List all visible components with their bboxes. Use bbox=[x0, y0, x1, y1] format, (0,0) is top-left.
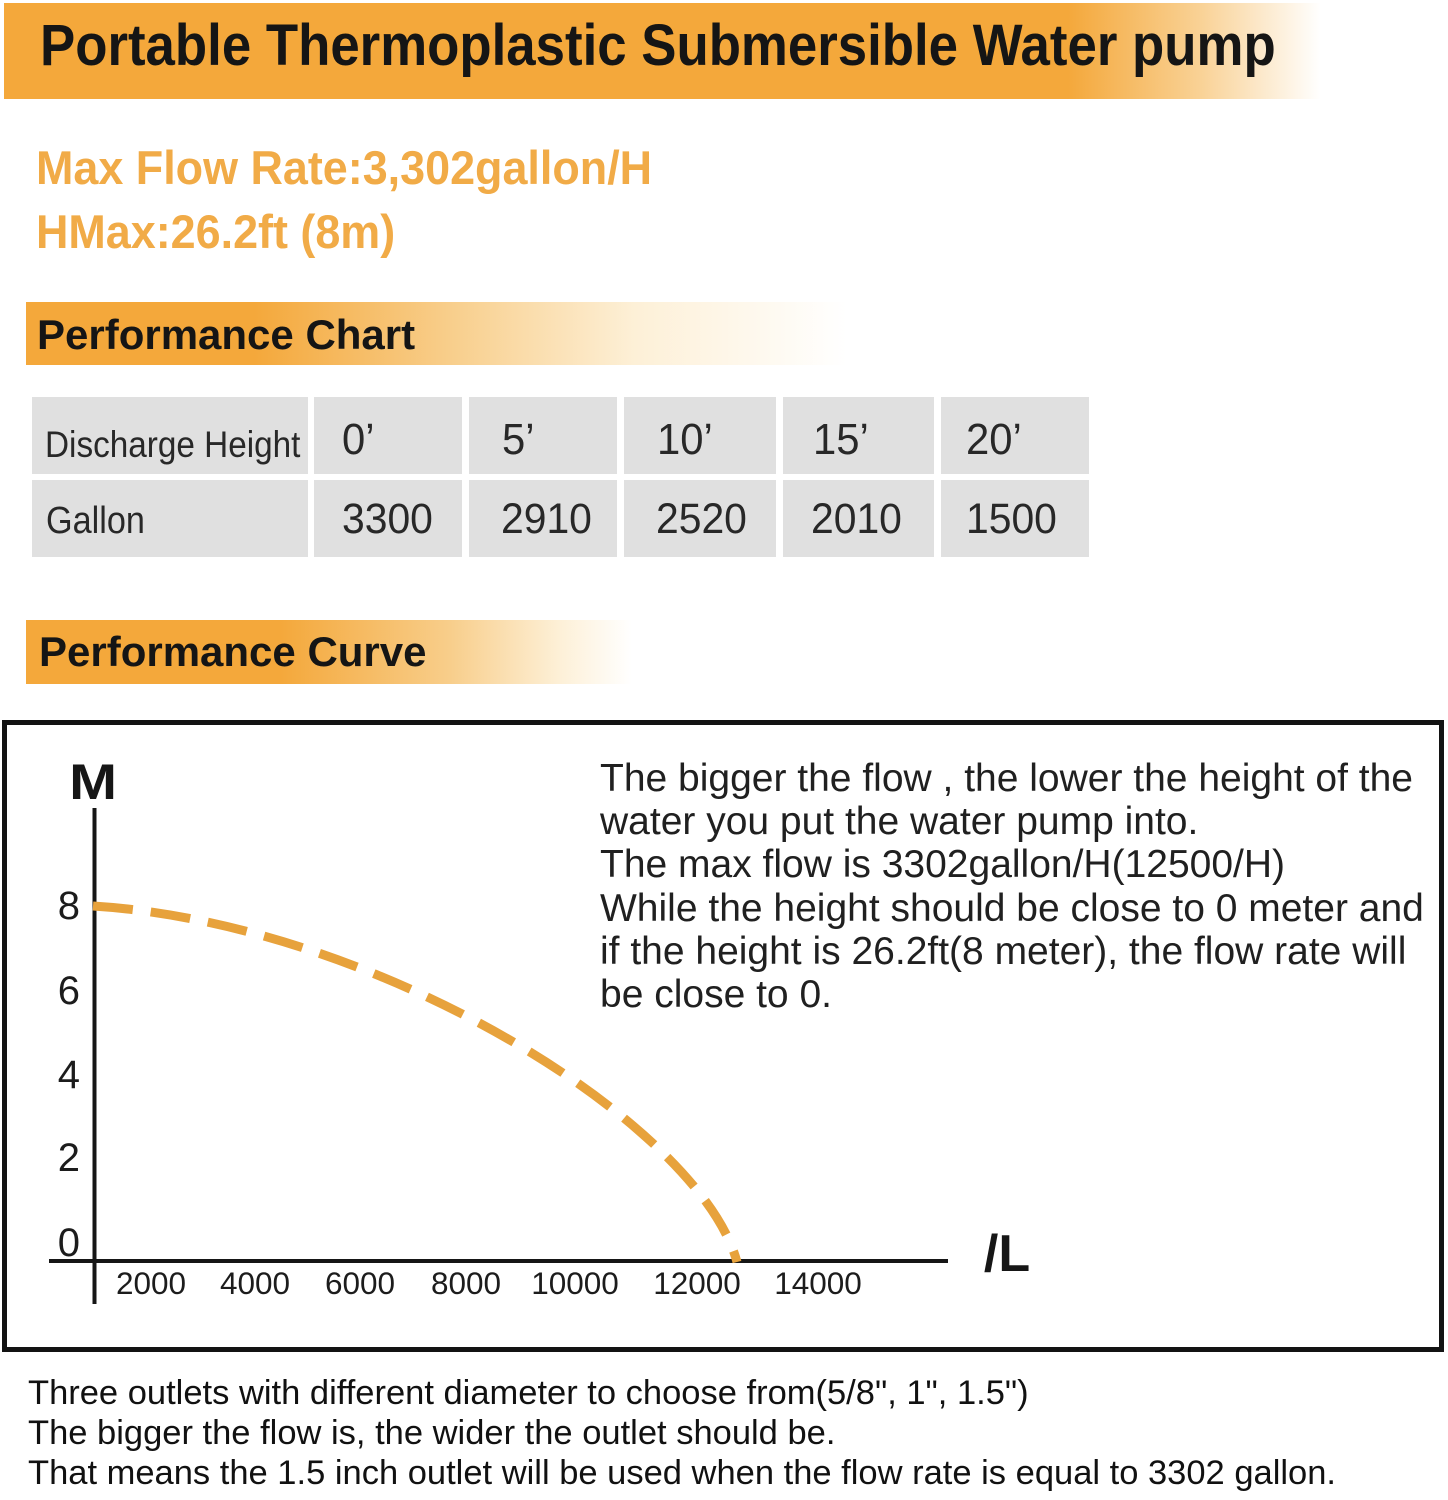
svg-text:M: M bbox=[69, 754, 117, 810]
svg-text:4000: 4000 bbox=[220, 1265, 290, 1301]
svg-text:6: 6 bbox=[58, 969, 80, 1013]
svg-text:8000: 8000 bbox=[431, 1265, 501, 1301]
svg-text:/L: /L bbox=[984, 1225, 1030, 1283]
svg-text:2000: 2000 bbox=[116, 1265, 186, 1301]
svg-text:4: 4 bbox=[58, 1053, 80, 1097]
svg-text:14000: 14000 bbox=[774, 1265, 862, 1301]
svg-text:2: 2 bbox=[58, 1136, 80, 1180]
svg-text:0: 0 bbox=[58, 1221, 80, 1265]
svg-text:8: 8 bbox=[58, 884, 80, 928]
svg-text:10000: 10000 bbox=[531, 1265, 619, 1301]
svg-text:6000: 6000 bbox=[325, 1265, 395, 1301]
svg-text:12000: 12000 bbox=[653, 1265, 741, 1301]
